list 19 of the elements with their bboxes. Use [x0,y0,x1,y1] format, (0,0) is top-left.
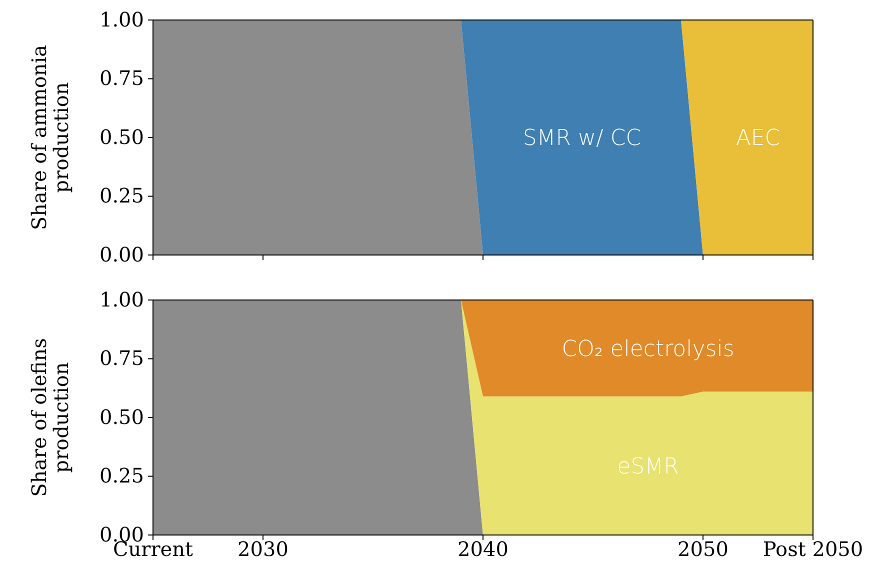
y-tick-label: 1.00 [99,7,144,32]
y-axis-title: Share of ammonia production [27,44,73,230]
x-tick-label: 2030 [238,537,288,562]
x-tick-label: 2050 [678,537,728,562]
y-tick-label: 0.50 [99,404,144,429]
series-label: AEC [736,126,780,152]
y-tick-label: 0.00 [99,242,144,266]
y-tick-label: 0.25 [99,184,144,208]
y-axis-title: Share of olefins production [27,338,73,497]
y-tick-label: 1.00 [99,287,144,312]
y-tick-label: 0.75 [99,66,144,90]
y-tick-label: 0.75 [99,346,144,370]
x-tick-label: Post 2050 [762,537,864,562]
y-tick-label: 0.25 [99,464,144,488]
y-tick-label: 0.50 [99,124,144,149]
series-label: SMR w/ CC [522,126,642,152]
x-tick-label: 2040 [458,537,508,562]
series-label: CO₂ electrolysis [562,336,734,362]
series-label: eSMR [617,454,679,480]
